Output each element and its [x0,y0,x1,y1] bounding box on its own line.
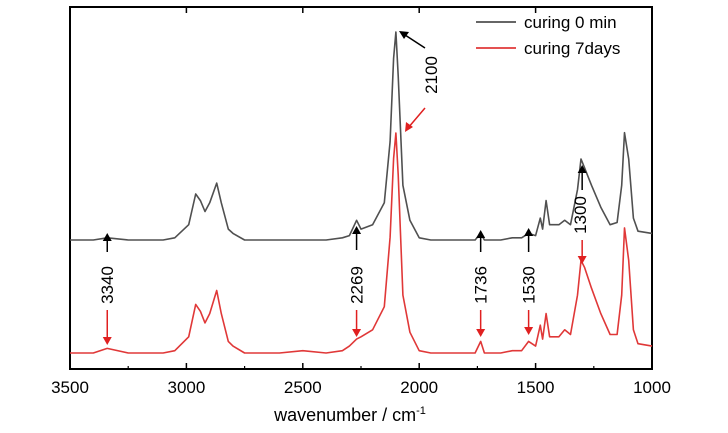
arrow-head [524,327,534,335]
annotation-label: 1736 [472,266,491,304]
arrow-head [102,233,112,241]
x-tick-label: 3500 [51,378,89,397]
arrow-head [476,329,486,337]
arrow-head [577,256,587,264]
arrow-head [352,226,362,234]
arrow-head [577,165,587,173]
legend: curing 0 min curing 7days [476,13,620,58]
x-axis-title: wavenumber / cm-1 [273,405,426,425]
annotation-label: 3340 [98,266,117,304]
arrow-head [524,228,534,236]
arrow-head [399,31,409,39]
peak-annotations: 3340 2269 2100 1736 1530 1300 [98,31,590,345]
arrow-head [476,230,486,238]
x-tick-label: 2500 [284,378,322,397]
annotation-label: 2100 [422,56,441,94]
annotation-label: 1530 [520,266,539,304]
arrow-head [102,337,112,345]
x-axis: 3500 3000 2500 2000 1500 1000 [51,7,671,397]
legend-label: curing 7days [524,39,620,58]
x-tick-label: 1500 [517,378,555,397]
legend-label: curing 0 min [524,13,617,32]
x-tick-label: 3000 [167,378,205,397]
arrow-head [405,122,413,132]
annotation-label: 1300 [571,196,590,234]
x-tick-label: 1000 [633,378,671,397]
arrow-head [352,329,362,337]
x-axis-title-superscript: -1 [416,405,426,417]
plot-frame [69,6,653,370]
x-tick-label: 2000 [400,378,438,397]
annotation-arrow-lower [407,107,426,129]
spectrum-traces [70,31,653,354]
annotation-label: 2269 [348,266,367,304]
series-line-0 [70,31,653,241]
series-line-1 [70,132,653,354]
